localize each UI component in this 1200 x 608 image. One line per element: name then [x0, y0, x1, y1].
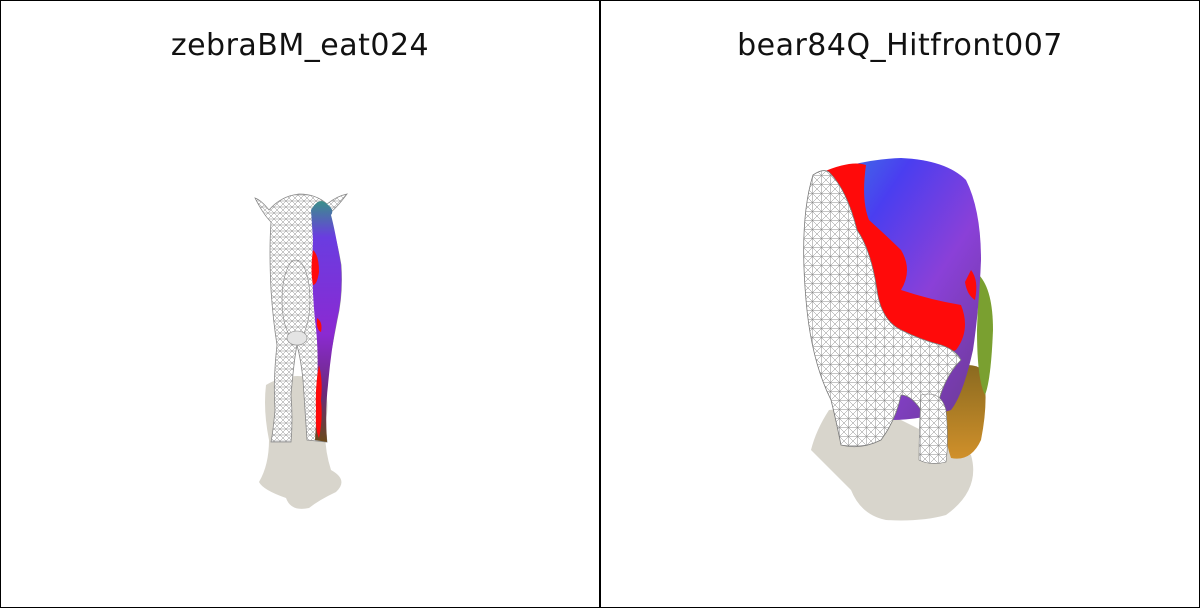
panel-zebra: zebraBM_eat024 [1, 0, 599, 606]
zebra-face [281, 259, 311, 341]
panel-divider [599, 0, 601, 608]
zebra-red-patch [311, 250, 319, 285]
panel-bear: bear84Q_Hitfront007 [601, 0, 1199, 606]
panel-title: bear84Q_Hitfront007 [737, 28, 1063, 63]
bear-mesh-render [803, 158, 993, 521]
zebra-mesh-render [254, 193, 348, 509]
ground-shadow [259, 376, 342, 509]
panel-title: zebraBM_eat024 [170, 28, 430, 63]
